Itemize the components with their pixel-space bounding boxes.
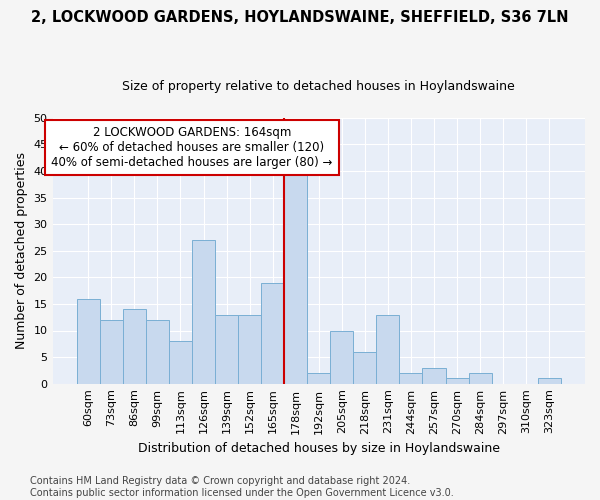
Bar: [307, 373, 330, 384]
Bar: [353, 352, 376, 384]
Bar: [261, 282, 284, 384]
Bar: [376, 314, 400, 384]
Bar: [215, 314, 238, 384]
X-axis label: Distribution of detached houses by size in Hoylandswaine: Distribution of detached houses by size …: [138, 442, 500, 455]
Bar: [77, 298, 100, 384]
Bar: [400, 373, 422, 384]
Bar: [422, 368, 446, 384]
Bar: [192, 240, 215, 384]
Text: 2, LOCKWOOD GARDENS, HOYLANDSWAINE, SHEFFIELD, S36 7LN: 2, LOCKWOOD GARDENS, HOYLANDSWAINE, SHEF…: [31, 10, 569, 25]
Bar: [538, 378, 561, 384]
Bar: [123, 309, 146, 384]
Bar: [100, 320, 123, 384]
Bar: [284, 171, 307, 384]
Y-axis label: Number of detached properties: Number of detached properties: [15, 152, 28, 349]
Bar: [238, 314, 261, 384]
Bar: [469, 373, 491, 384]
Text: 2 LOCKWOOD GARDENS: 164sqm
← 60% of detached houses are smaller (120)
40% of sem: 2 LOCKWOOD GARDENS: 164sqm ← 60% of deta…: [52, 126, 332, 169]
Bar: [330, 330, 353, 384]
Bar: [446, 378, 469, 384]
Text: Contains HM Land Registry data © Crown copyright and database right 2024.
Contai: Contains HM Land Registry data © Crown c…: [30, 476, 454, 498]
Bar: [146, 320, 169, 384]
Bar: [169, 341, 192, 384]
Title: Size of property relative to detached houses in Hoylandswaine: Size of property relative to detached ho…: [122, 80, 515, 93]
